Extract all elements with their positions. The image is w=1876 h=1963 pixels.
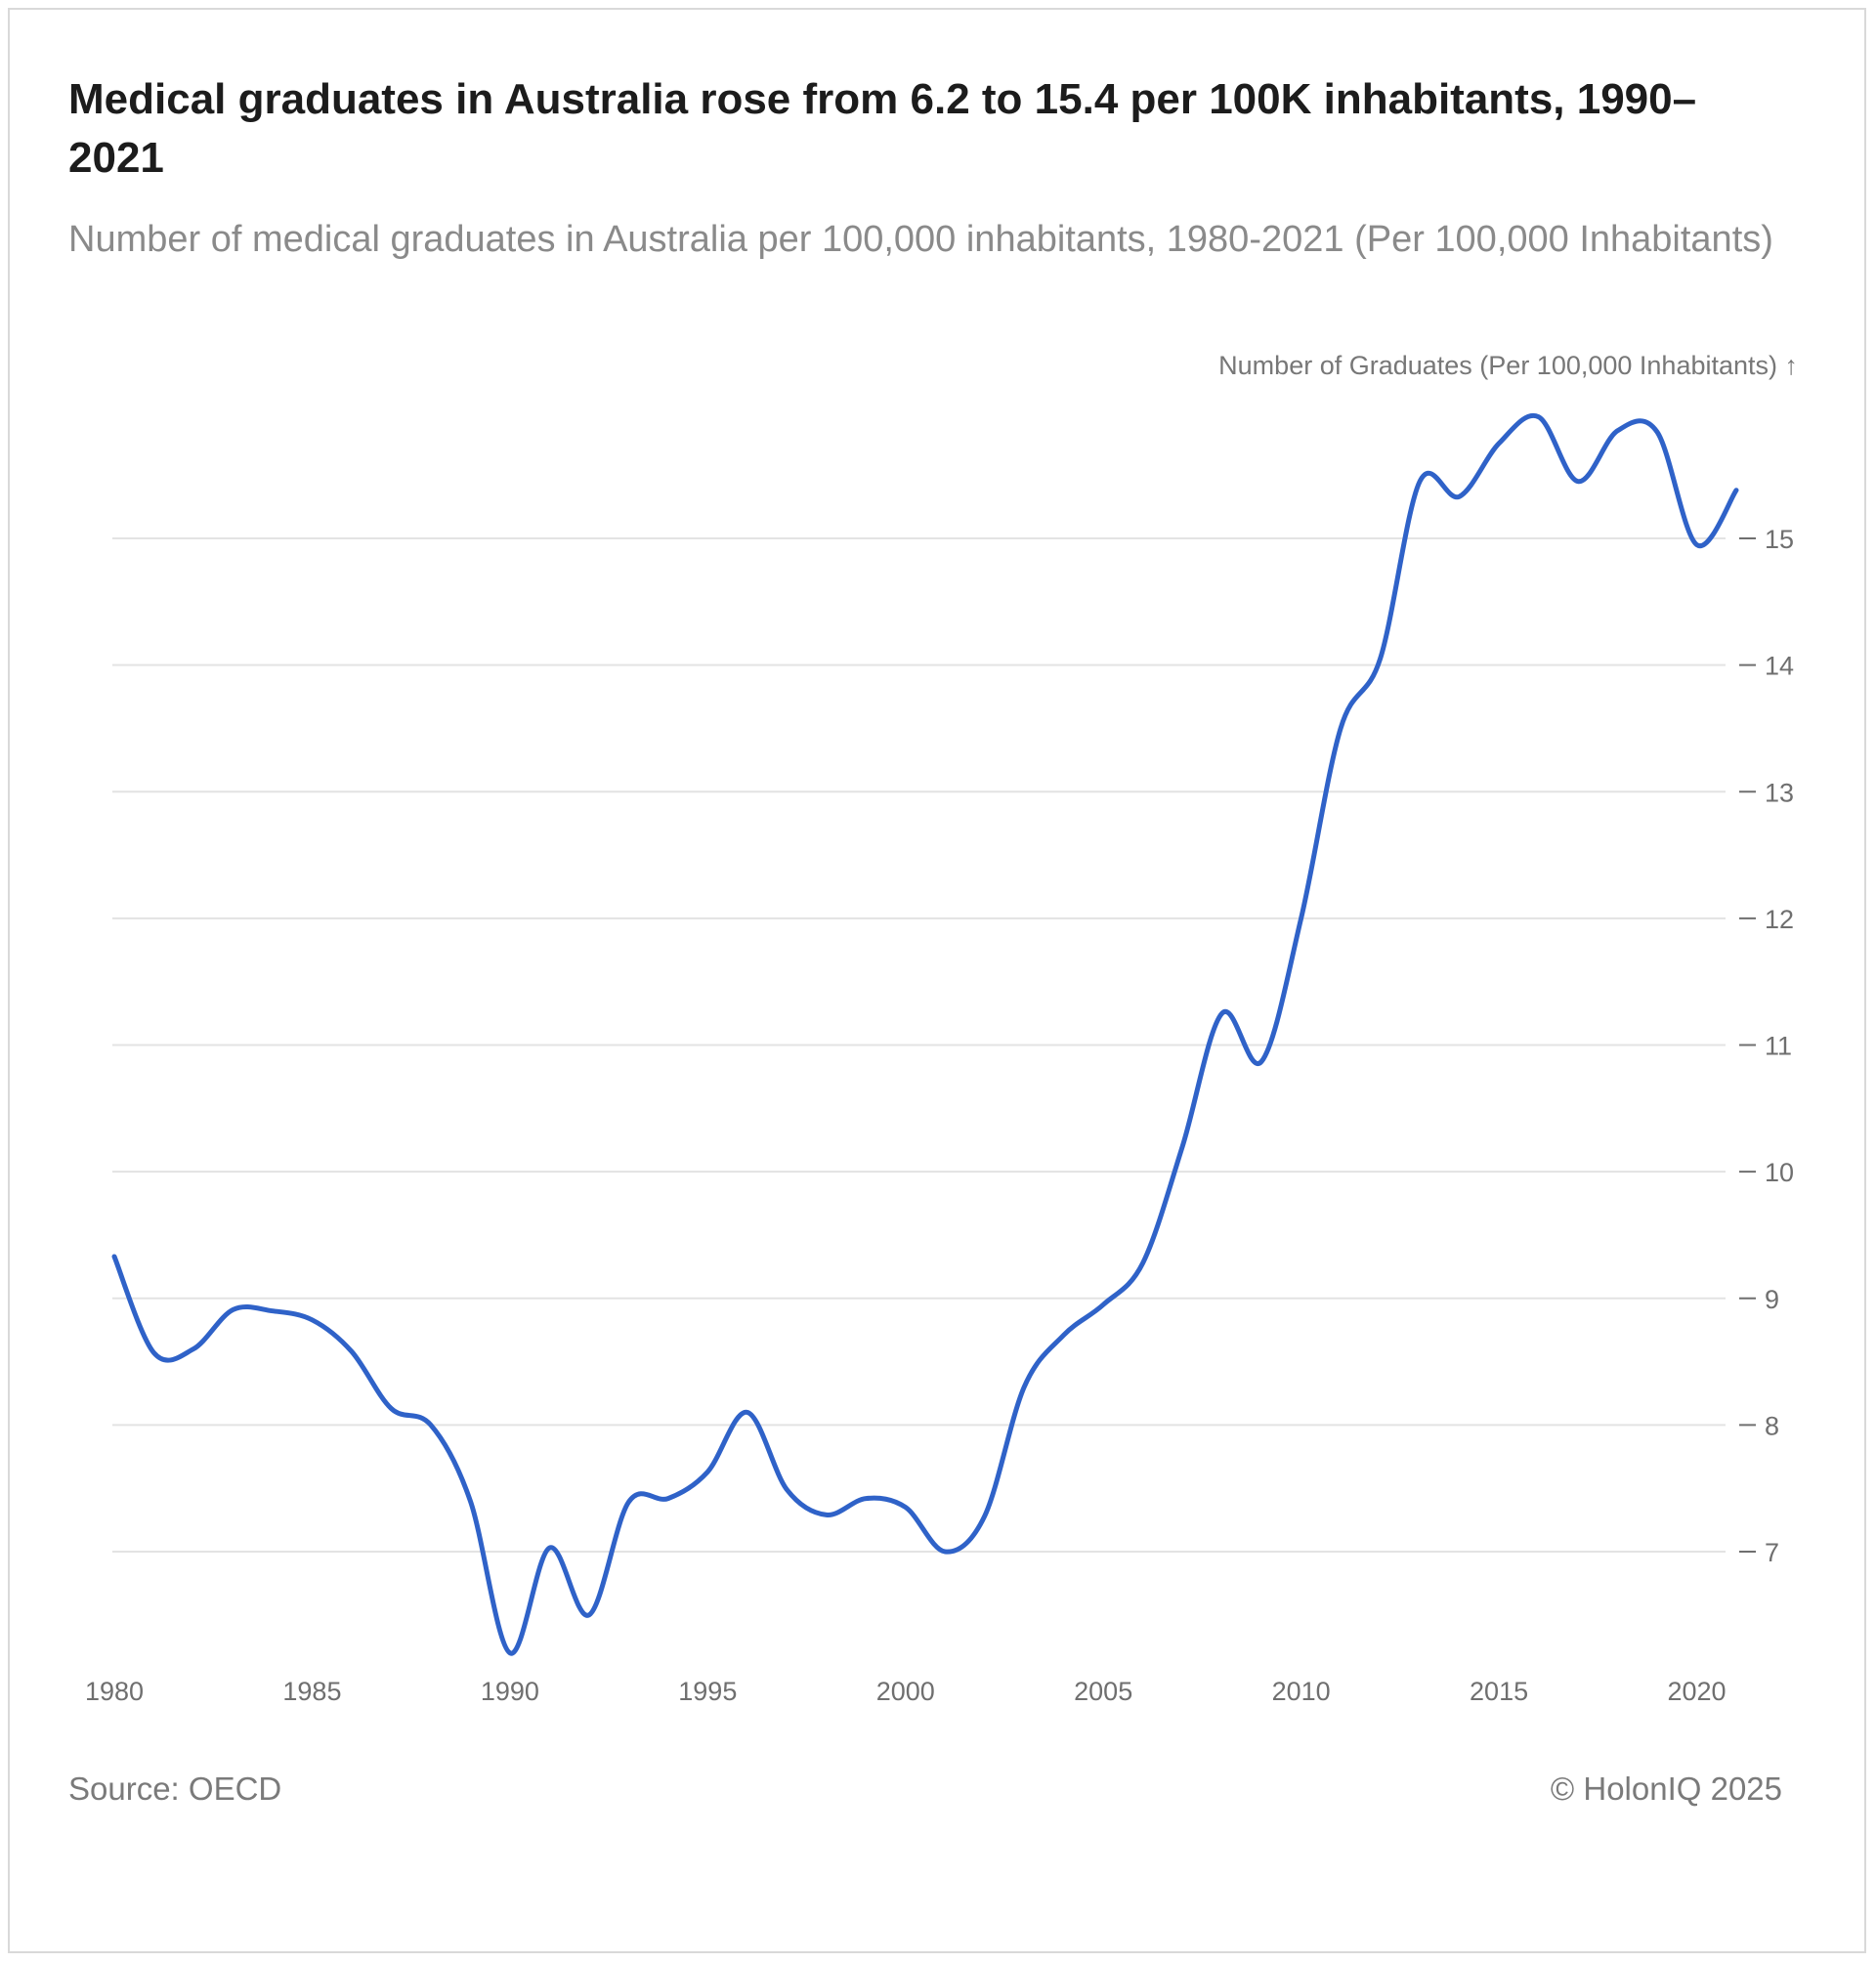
data-point-1989[interactable] (466, 1497, 474, 1505)
x-axis-ticks: 1980 1985 1990 1995 2000 2005 2010 2015 2020 (85, 1677, 1727, 1706)
y-axis-label: Number of Graduates (Per 100,000 Inhabit… (1218, 351, 1798, 380)
y-tick-label-15: 15 (1765, 525, 1794, 554)
data-point-1993[interactable] (624, 1498, 632, 1506)
data-point-1996[interactable] (744, 1408, 751, 1416)
x-tick-label-1995: 1995 (678, 1677, 737, 1706)
data-point-2016[interactable] (1535, 413, 1543, 421)
series-line-australia (111, 412, 1739, 1656)
data-point-2014[interactable] (1456, 492, 1464, 500)
data-point-2000[interactable] (902, 1504, 910, 1512)
source-note: Source: OECD (68, 1771, 282, 1807)
data-point-2010[interactable] (1298, 915, 1305, 922)
grid-lines (112, 537, 1726, 1553)
y-tick-label-11: 11 (1765, 1032, 1792, 1061)
y-tick-label-12: 12 (1765, 905, 1794, 934)
y-tick-label-8: 8 (1765, 1411, 1779, 1440)
data-point-2020[interactable] (1693, 541, 1701, 549)
data-point-2002[interactable] (981, 1513, 989, 1520)
data-point-2012[interactable] (1377, 655, 1385, 662)
data-point-1992[interactable] (585, 1611, 593, 1619)
data-point-2007[interactable] (1178, 1142, 1186, 1150)
data-point-1988[interactable] (427, 1421, 435, 1429)
x-tick-label-2000: 2000 (876, 1677, 935, 1706)
x-tick-label-1990: 1990 (481, 1677, 539, 1706)
data-point-1994[interactable] (664, 1495, 672, 1503)
data-point-1984[interactable] (269, 1307, 277, 1315)
data-point-1981[interactable] (150, 1349, 158, 1357)
data-point-2009[interactable] (1258, 1057, 1265, 1065)
data-point-2004[interactable] (1060, 1331, 1068, 1339)
data-point-2008[interactable] (1218, 1009, 1226, 1017)
x-tick-label-2005: 2005 (1074, 1677, 1132, 1706)
data-point-2006[interactable] (1139, 1259, 1147, 1267)
y-tick-label-9: 9 (1765, 1285, 1779, 1314)
y-tick-label-7: 7 (1765, 1538, 1779, 1567)
data-point-2021[interactable] (1732, 487, 1740, 494)
data-point-2001[interactable] (941, 1548, 949, 1556)
data-point-2011[interactable] (1337, 724, 1344, 732)
data-point-2015[interactable] (1495, 440, 1503, 448)
data-point-1990[interactable] (506, 1649, 514, 1657)
chart-subtitle: Number of medical graduates in Australia… (68, 219, 1773, 260)
data-point-2013[interactable] (1416, 478, 1424, 486)
data-point-1991[interactable] (545, 1544, 553, 1552)
x-tick-label-2010: 2010 (1272, 1677, 1331, 1706)
data-point-1980[interactable] (110, 1253, 118, 1260)
data-point-1999[interactable] (862, 1495, 870, 1503)
data-point-1998[interactable] (823, 1511, 831, 1518)
data-point-2018[interactable] (1614, 427, 1622, 435)
data-point-2019[interactable] (1653, 428, 1661, 436)
series-layer (110, 412, 1740, 1657)
x-tick-label-1985: 1985 (282, 1677, 341, 1706)
y-tick-label-10: 10 (1765, 1158, 1794, 1187)
y-tick-label-14: 14 (1765, 652, 1794, 681)
chart-card (8, 8, 1866, 1953)
data-point-1982[interactable] (190, 1345, 197, 1353)
data-point-1983[interactable] (230, 1305, 237, 1313)
y-axis-ticks: 7 8 9 10 11 12 13 14 15 (1739, 525, 1794, 1567)
data-point-1987[interactable] (387, 1405, 395, 1413)
data-point-1995[interactable] (704, 1468, 711, 1475)
copyright-note: © HolonIQ 2025 (1550, 1771, 1782, 1807)
data-point-2003[interactable] (1020, 1384, 1028, 1391)
x-tick-label-2020: 2020 (1667, 1677, 1726, 1706)
data-point-1986[interactable] (348, 1347, 356, 1355)
y-tick-label-13: 13 (1765, 778, 1794, 807)
x-tick-label-1980: 1980 (85, 1677, 144, 1706)
data-point-1985[interactable] (308, 1316, 316, 1324)
data-point-2017[interactable] (1574, 478, 1582, 486)
chart-title: Medical graduates in Australia rose from… (68, 75, 1697, 182)
x-tick-label-2015: 2015 (1470, 1677, 1528, 1706)
data-point-2005[interactable] (1099, 1301, 1107, 1308)
data-point-1997[interactable] (783, 1486, 790, 1494)
